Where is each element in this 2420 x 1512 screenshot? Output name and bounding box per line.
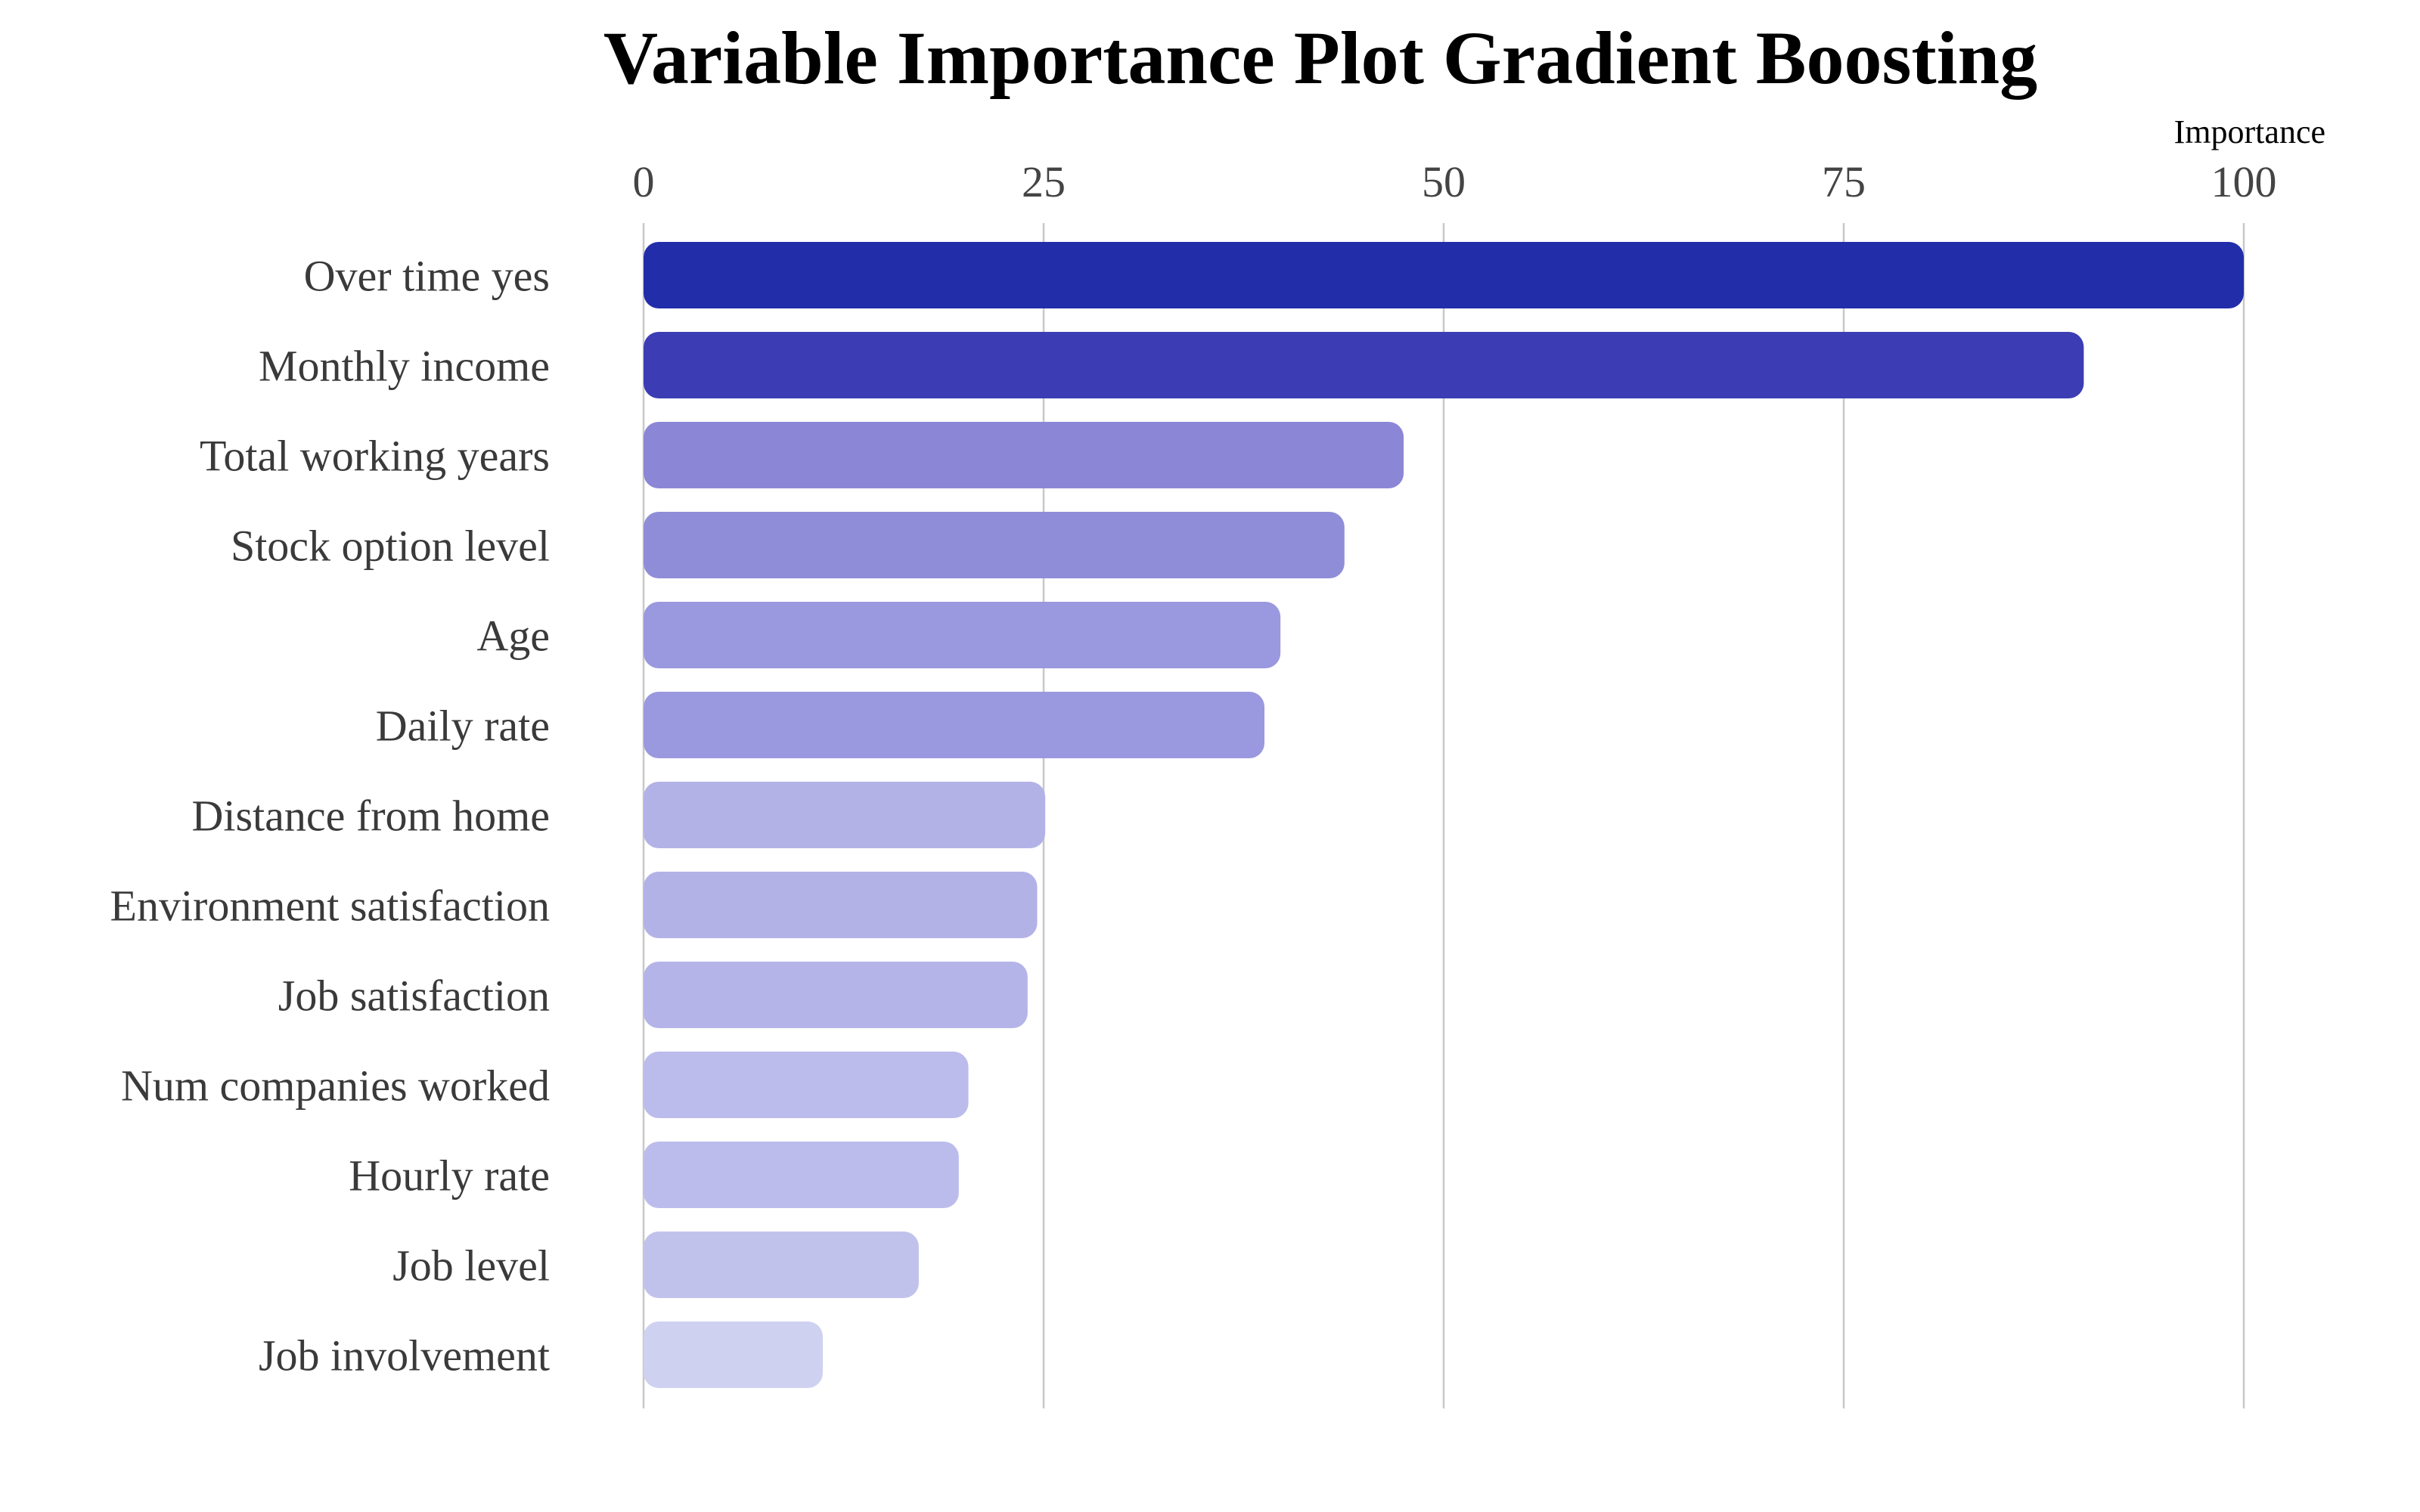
category-label-distance-from-home: Distance from home bbox=[191, 791, 550, 840]
bar-age bbox=[644, 602, 1281, 668]
category-label-num-companies-worked: Num companies worked bbox=[121, 1061, 550, 1110]
bar-monthly-income bbox=[644, 332, 2084, 398]
category-label-stock-option-level: Stock option level bbox=[231, 521, 550, 570]
gridlines bbox=[642, 223, 2245, 1408]
x-axis-ticks: 0 25 50 75 100 bbox=[633, 157, 2277, 206]
bar-num-companies-worked bbox=[644, 1052, 969, 1118]
category-label-age: Age bbox=[476, 611, 550, 660]
category-label-job-involvement: Job involvement bbox=[259, 1331, 550, 1380]
x-tick-label-25: 25 bbox=[1022, 157, 1066, 206]
bar-stock-option-level bbox=[644, 512, 1345, 578]
bar-job-level bbox=[644, 1232, 919, 1298]
bars bbox=[644, 242, 2244, 1388]
bar-distance-from-home bbox=[644, 782, 1046, 848]
category-label-job-level: Job level bbox=[392, 1241, 550, 1290]
bar-environment-satisfaction bbox=[644, 872, 1038, 938]
bar-over-time-yes bbox=[644, 242, 2244, 308]
x-tick-label-75: 75 bbox=[1822, 157, 1866, 206]
category-label-daily-rate: Daily rate bbox=[376, 701, 550, 750]
bar-total-working-years bbox=[644, 422, 1404, 488]
category-label-over-time-yes: Over time yes bbox=[304, 251, 550, 300]
category-label-monthly-income: Monthly income bbox=[259, 341, 550, 390]
chart-title: Variable Importance Plot Gradient Boosti… bbox=[603, 16, 2037, 100]
category-label-environment-satisfaction: Environment satisfaction bbox=[110, 881, 550, 930]
bar-hourly-rate bbox=[644, 1142, 959, 1208]
category-label-total-working-years: Total working years bbox=[200, 431, 550, 480]
x-tick-label-50: 50 bbox=[1422, 157, 1466, 206]
bar-daily-rate bbox=[644, 692, 1265, 758]
category-label-hourly-rate: Hourly rate bbox=[349, 1151, 550, 1200]
bar-job-satisfaction bbox=[644, 962, 1028, 1028]
x-tick-label-0: 0 bbox=[633, 157, 655, 206]
x-axis-title: Importance bbox=[2174, 113, 2325, 150]
x-tick-label-100: 100 bbox=[2211, 157, 2277, 206]
bar-job-involvement bbox=[644, 1321, 823, 1388]
category-labels: Over time yes Monthly income Total working… bbox=[110, 251, 550, 1380]
category-label-job-satisfaction: Job satisfaction bbox=[278, 971, 550, 1020]
